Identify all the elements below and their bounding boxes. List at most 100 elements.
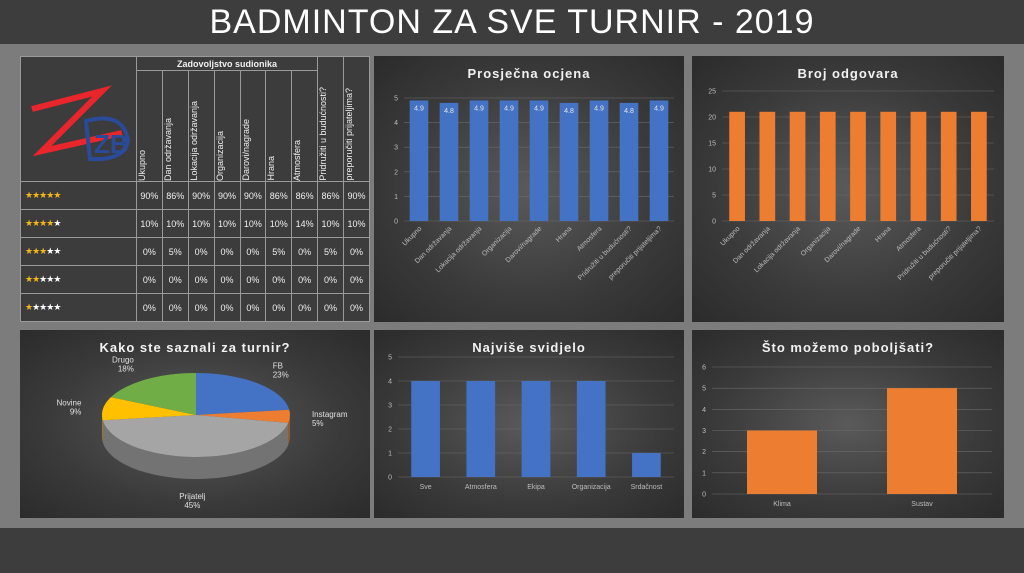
bar xyxy=(819,111,836,221)
y-tick-label: 5 xyxy=(388,355,392,362)
x-tick-label: Organizacija xyxy=(800,225,833,258)
star-empty-icon: ★ xyxy=(53,246,61,256)
responses-count-panel: Broj odgovara 0 5 10 15 20 25 Ukupno Dan održava… xyxy=(692,56,1004,322)
table-cell: 86% xyxy=(291,181,319,210)
y-tick-label: 20 xyxy=(708,115,716,122)
star-filled-icon: ★ xyxy=(25,302,33,312)
pie-label: FB xyxy=(273,361,283,370)
y-tick-label: 5 xyxy=(712,193,716,200)
satisfaction-table: ZB Zadovoljstvo sudionika Pridružiti u b… xyxy=(20,56,370,322)
y-tick-label: 25 xyxy=(708,89,716,96)
table-cell: 86% xyxy=(265,181,293,210)
column-header: Dan održavanja xyxy=(161,70,189,182)
pie-label: Prijatelj xyxy=(179,492,205,501)
x-tick-label: Atmosfera xyxy=(576,225,604,253)
table-cell: 5% xyxy=(161,237,189,266)
data-label: 4.9 xyxy=(414,105,424,112)
y-tick-label: 1 xyxy=(394,194,398,201)
star-filled-icon: ★ xyxy=(53,190,61,200)
liked-most-chart: Najviše svidjelo 0 1 2 3 4 5 Sve Atmosfera Ekipa O… xyxy=(388,340,674,491)
column-header: Atmosfera xyxy=(291,70,319,182)
x-tick-label: Klima xyxy=(773,501,791,508)
chart-title: Prosječna ocjena xyxy=(468,66,591,81)
table-cell: 90% xyxy=(343,181,370,210)
satisfaction-table-panel: ZB Zadovoljstvo sudionika Pridružiti u b… xyxy=(20,56,370,322)
table-cell: 0% xyxy=(136,293,163,322)
star-filled-icon: ★ xyxy=(39,218,47,228)
table-cell: 0% xyxy=(317,293,344,322)
pie-percent: 23% xyxy=(273,370,289,379)
y-tick-label: 6 xyxy=(702,365,706,372)
table-cell: 5% xyxy=(317,237,344,266)
bar xyxy=(521,381,551,477)
logo-cell: ZB xyxy=(20,56,137,182)
table-cell: 10% xyxy=(161,209,189,238)
table-cell: 0% xyxy=(343,265,370,294)
table-cell: 0% xyxy=(343,293,370,322)
average-rating-panel: Prosječna ocjena 0 1 2 3 4 5 4.9 Ukupno 4.8 Dan od… xyxy=(374,56,684,322)
data-label: 4.9 xyxy=(504,105,514,112)
bar xyxy=(887,388,957,494)
bar xyxy=(940,111,957,221)
y-tick-label: 2 xyxy=(702,449,706,456)
table-cell: 90% xyxy=(239,181,267,210)
table-cell: 0% xyxy=(239,237,267,266)
table-cell: 10% xyxy=(239,209,267,238)
x-tick-label: Organizacija xyxy=(481,225,514,258)
table-cell: 90% xyxy=(213,181,241,210)
table-cell: 14% xyxy=(291,209,319,238)
table-cell: 0% xyxy=(136,265,163,294)
star-empty-icon: ★ xyxy=(32,302,40,312)
table-cell: 90% xyxy=(187,181,215,210)
chart-title: Što možemo poboljšati? xyxy=(762,340,934,355)
pie-percent: 5% xyxy=(312,419,324,428)
pie-percent: 18% xyxy=(118,365,134,374)
column-header: Darovi/nagrade xyxy=(239,70,267,182)
x-tick-label: Pridružiti u budućnosti? xyxy=(577,225,633,281)
table-cell: 10% xyxy=(136,209,163,238)
table-cell: 0% xyxy=(291,265,319,294)
table-cell: 0% xyxy=(291,237,319,266)
bar xyxy=(619,102,639,221)
data-label: 4.8 xyxy=(624,108,634,115)
bar xyxy=(632,453,661,477)
improve-panel: Što možemo poboljšati? 0 1 2 3 4 5 6 Klima Sustav xyxy=(692,330,1004,518)
bar xyxy=(576,381,606,477)
data-label: 4.9 xyxy=(534,105,544,112)
star-empty-icon: ★ xyxy=(39,302,47,312)
star-empty-icon: ★ xyxy=(46,302,54,312)
x-tick-label: Pridružiti u budućnosti? xyxy=(897,225,953,281)
table-cell: 10% xyxy=(213,209,241,238)
table-cell: 0% xyxy=(213,293,241,322)
table-cell: 5% xyxy=(265,237,293,266)
data-label: 4.9 xyxy=(474,105,484,112)
bar xyxy=(729,111,745,221)
star-filled-icon: ★ xyxy=(25,274,33,284)
y-tick-label: 3 xyxy=(702,428,706,435)
x-tick-label: Sve xyxy=(420,484,432,491)
bar xyxy=(850,111,866,221)
data-label: 4.9 xyxy=(594,105,604,112)
star-rating: ★★★★★ xyxy=(20,293,137,322)
star-rating: ★★★★★ xyxy=(20,181,137,210)
table-cell: 90% xyxy=(136,181,163,210)
star-empty-icon: ★ xyxy=(53,274,61,284)
table-cell: 10% xyxy=(265,209,293,238)
star-empty-icon: ★ xyxy=(53,302,61,312)
y-tick-label: 1 xyxy=(388,451,392,458)
y-tick-label: 0 xyxy=(388,475,392,482)
table-cell: 0% xyxy=(213,265,241,294)
table-cell: 0% xyxy=(343,237,370,266)
data-label: 4.9 xyxy=(654,105,664,112)
column-header: Organizacija xyxy=(213,70,241,182)
table-cell: 0% xyxy=(317,265,344,294)
liked-most-panel: Najviše svidjelo 0 1 2 3 4 5 Sve Atmosfera Ekipa O… xyxy=(374,330,684,518)
column-header: preporučiti prijateljima? xyxy=(343,56,370,182)
pie-slice-side xyxy=(288,415,290,445)
star-filled-icon: ★ xyxy=(46,218,54,228)
pie-slice-side xyxy=(102,415,103,443)
table-cell: 86% xyxy=(317,181,344,210)
bar xyxy=(910,111,927,221)
table-row: ★★★★★ 0% 0% 0% 0% 0% 0% 0% 0% 0% xyxy=(20,265,370,294)
